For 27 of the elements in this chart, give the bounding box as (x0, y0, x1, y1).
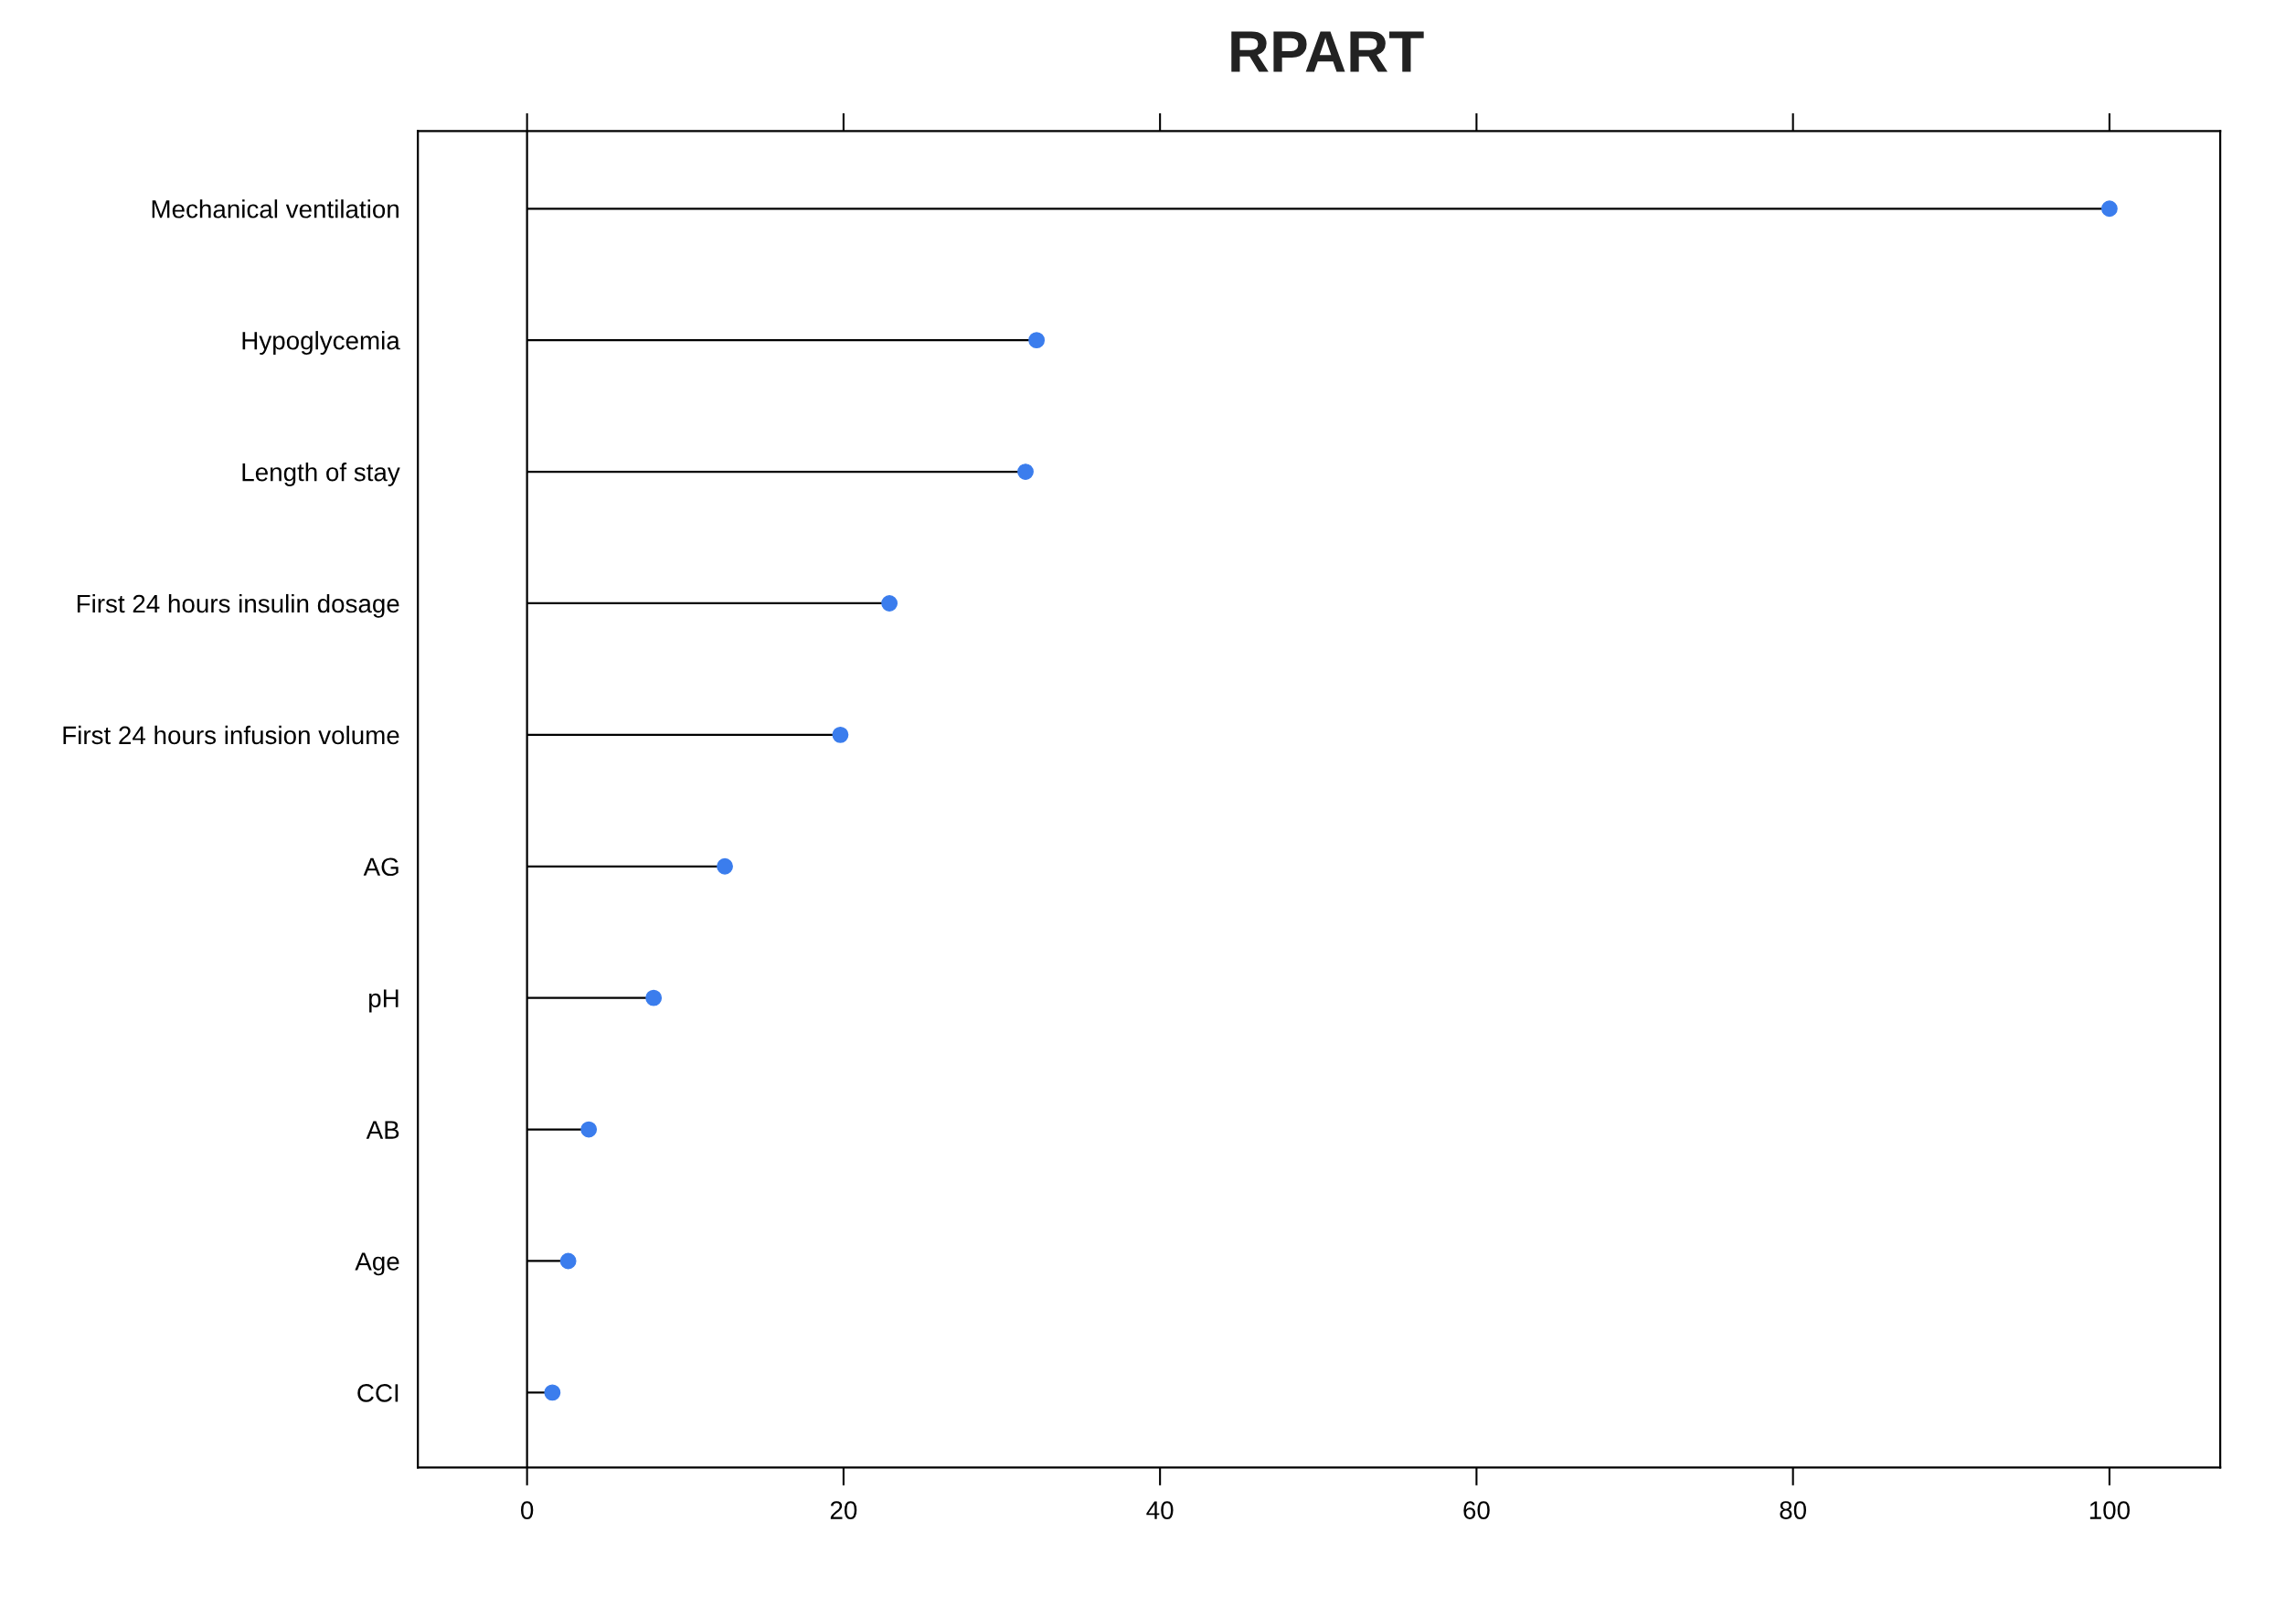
y-tick-label: pH (369, 989, 399, 1013)
point (2101, 200, 2118, 218)
y-tick-label: AB (366, 1121, 399, 1139)
x-tick-label: 40 (1146, 1501, 1174, 1519)
y-tick-label: Age (355, 1252, 399, 1276)
point (544, 1384, 561, 1401)
point (559, 1252, 577, 1270)
point (580, 1121, 598, 1138)
y-tick-label: AG (363, 857, 399, 877)
point (1017, 463, 1034, 480)
point (832, 726, 849, 743)
x-tick-label: 0 (521, 1501, 534, 1519)
point (881, 595, 898, 612)
x-tick-label: 100 (2089, 1501, 2130, 1519)
point (1028, 332, 1046, 349)
x-tick-label: 60 (1463, 1501, 1490, 1519)
chart-title: RPART (1231, 31, 1424, 72)
point (645, 989, 663, 1006)
y-tick-label: Mechanical ventilation (152, 199, 399, 218)
y-tick-label: First 24 hours insulin dosage (77, 593, 399, 618)
y-tick-label: CCI (357, 1384, 399, 1402)
x-tick-label: 80 (1780, 1501, 1807, 1519)
y-tick-label: First 24 hours infusion volume (63, 725, 399, 745)
point (717, 857, 733, 875)
y-tick-label: Length of stay (242, 463, 400, 486)
x-tick-label: 20 (830, 1501, 857, 1519)
y-tick-label: Hypoglycemia (242, 331, 400, 355)
